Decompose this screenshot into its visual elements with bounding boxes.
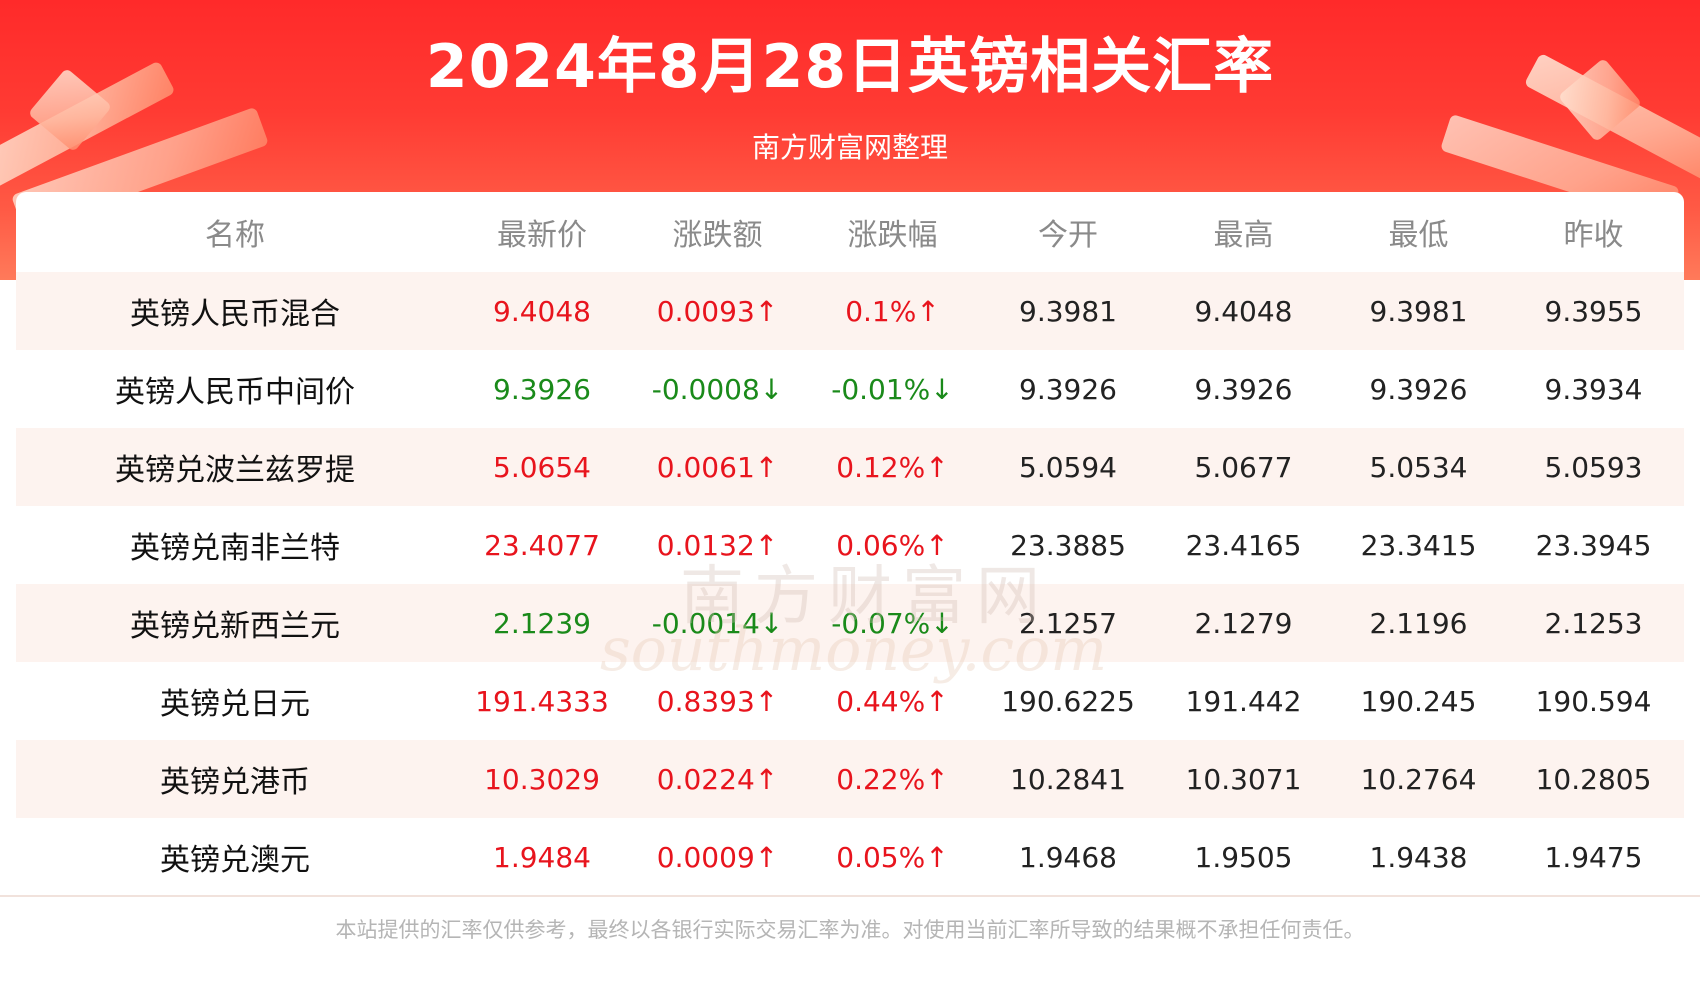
table-row: 英镑兑港币 10.3029 0.0224↑ 0.22%↑ 10.2841 10.3071 1… xyxy=(16,740,1684,818)
page-title: 2024年8月28日英镑相关汇率 xyxy=(425,32,1275,102)
table-row: 英镑兑新西兰元 2.1239 -0.0014↓ -0.07%↓ 2.1257 2.1279… xyxy=(16,584,1684,662)
cell-prev: 9.3934 xyxy=(1544,372,1643,406)
currency-pair-name: 英镑兑澳元 xyxy=(160,843,310,878)
column-header-pct: 涨跌幅 xyxy=(847,218,938,253)
cell-low: 2.1196 xyxy=(1369,606,1468,640)
cell-low: 9.3981 xyxy=(1369,294,1468,328)
cell-low: 190.245 xyxy=(1360,684,1477,718)
currency-pair-name: 英镑兑新西兰元 xyxy=(130,609,340,644)
table-row: 英镑兑日元 191.4333 0.8393↑ 0.44%↑ 190.6225 191.44… xyxy=(16,662,1684,740)
cell-latest: 2.1239 xyxy=(493,606,591,640)
cell-latest: 9.3926 xyxy=(493,372,591,406)
cell-pct: 0.06%↑ xyxy=(836,528,949,562)
cell-open: 2.1257 xyxy=(1019,606,1117,640)
cell-latest: 5.0654 xyxy=(493,450,591,484)
cell-high: 10.3071 xyxy=(1185,762,1302,796)
cell-latest: 191.4333 xyxy=(475,684,609,718)
cell-prev: 9.3955 xyxy=(1544,294,1643,328)
cell-change: 0.0224↑ xyxy=(656,762,779,796)
footer-divider xyxy=(0,895,1700,897)
cell-low: 1.9438 xyxy=(1369,840,1468,874)
cell-latest: 10.3029 xyxy=(484,762,600,796)
cell-low: 10.2764 xyxy=(1360,762,1477,796)
cell-pct: 0.22%↑ xyxy=(836,762,949,796)
table-row: 英镑人民币混合 9.4048 0.0093↑ 0.1%↑ 9.3981 9.4048 9.3… xyxy=(16,272,1684,350)
cell-pct: 0.12%↑ xyxy=(836,450,949,484)
cell-latest: 9.4048 xyxy=(493,294,591,328)
cell-prev: 190.594 xyxy=(1535,684,1652,718)
currency-pair-name: 英镑人民币混合 xyxy=(130,297,340,332)
table-header-row: 名称 最新价 涨跌额 涨跌幅 今开 最高 最低 昨收 xyxy=(16,192,1684,272)
cell-open: 23.3885 xyxy=(1010,528,1126,562)
cell-high: 23.4165 xyxy=(1185,528,1302,562)
cell-change: 0.0009↑ xyxy=(656,840,779,874)
footer-disclaimer: 本站提供的汇率仅供参考，最终以各银行实际交易汇率为准。对使用当前汇率所导致的结果… xyxy=(335,918,1365,942)
cell-open: 9.3926 xyxy=(1019,372,1117,406)
table-row: 英镑兑波兰兹罗提 5.0654 0.0061↑ 0.12%↑ 5.0594 5.0677 5… xyxy=(16,428,1684,506)
cell-latest: 23.4077 xyxy=(484,528,600,562)
cell-pct: -0.07%↓ xyxy=(831,606,954,640)
cell-high: 5.0677 xyxy=(1194,450,1293,484)
cell-change: 0.8393↑ xyxy=(656,684,779,718)
cell-pct: 0.05%↑ xyxy=(836,840,949,874)
currency-pair-name: 英镑人民币中间价 xyxy=(115,375,355,410)
column-header-open: 今开 xyxy=(1038,218,1098,253)
cell-pct: 0.1%↑ xyxy=(845,294,940,328)
table-row: 英镑人民币中间价 9.3926 -0.0008↓ -0.01%↓ 9.3926 9.392… xyxy=(16,350,1684,428)
cell-high: 2.1279 xyxy=(1194,606,1293,640)
cell-prev: 10.2805 xyxy=(1535,762,1652,796)
cell-change: 0.0061↑ xyxy=(656,450,779,484)
cell-open: 10.2841 xyxy=(1010,762,1126,796)
currency-pair-name: 英镑兑波兰兹罗提 xyxy=(115,453,355,488)
cell-low: 23.3415 xyxy=(1360,528,1477,562)
cell-low: 9.3926 xyxy=(1369,372,1468,406)
cell-pct: -0.01%↓ xyxy=(831,372,954,406)
cell-change: -0.0014↓ xyxy=(651,606,784,640)
cell-prev: 2.1253 xyxy=(1544,606,1643,640)
table-row: 英镑兑澳元 1.9484 0.0009↑ 0.05%↑ 1.9468 1.9505 1.94… xyxy=(16,818,1684,896)
cell-high: 1.9505 xyxy=(1194,840,1293,874)
cell-low: 5.0534 xyxy=(1369,450,1468,484)
table-row: 英镑兑南非兰特 23.4077 0.0132↑ 0.06%↑ 23.3885 23.416… xyxy=(16,506,1684,584)
cell-pct: 0.44%↑ xyxy=(836,684,949,718)
page-subtitle: 南方财富网整理 xyxy=(751,131,948,164)
cell-latest: 1.9484 xyxy=(493,840,591,874)
cell-open: 190.6225 xyxy=(1001,684,1135,718)
cell-open: 5.0594 xyxy=(1019,450,1117,484)
currency-pair-name: 英镑兑港币 xyxy=(160,765,310,800)
cell-high: 191.442 xyxy=(1185,684,1302,718)
column-header-name: 名称 xyxy=(205,218,265,253)
cell-change: 0.0093↑ xyxy=(656,294,779,328)
cell-prev: 1.9475 xyxy=(1544,840,1643,874)
column-header-low: 最低 xyxy=(1388,218,1449,253)
rates-table: 名称 最新价 涨跌额 涨跌幅 今开 最高 最低 昨收 英镑人民币混合 9.4048… xyxy=(16,192,1684,897)
cell-prev: 23.3945 xyxy=(1535,528,1652,562)
cell-open: 9.3981 xyxy=(1019,294,1117,328)
cell-open: 1.9468 xyxy=(1019,840,1117,874)
column-header-high: 最高 xyxy=(1213,218,1274,253)
cell-change: 0.0132↑ xyxy=(656,528,779,562)
cell-high: 9.4048 xyxy=(1194,294,1293,328)
column-header-prev: 昨收 xyxy=(1563,218,1624,253)
cell-prev: 5.0593 xyxy=(1544,450,1643,484)
cell-high: 9.3926 xyxy=(1194,372,1293,406)
column-header-change: 涨跌额 xyxy=(672,218,763,253)
currency-pair-name: 英镑兑日元 xyxy=(160,687,310,722)
currency-pair-name: 英镑兑南非兰特 xyxy=(130,531,340,566)
column-header-latest: 最新价 xyxy=(497,218,587,253)
cell-change: -0.0008↓ xyxy=(651,372,784,406)
